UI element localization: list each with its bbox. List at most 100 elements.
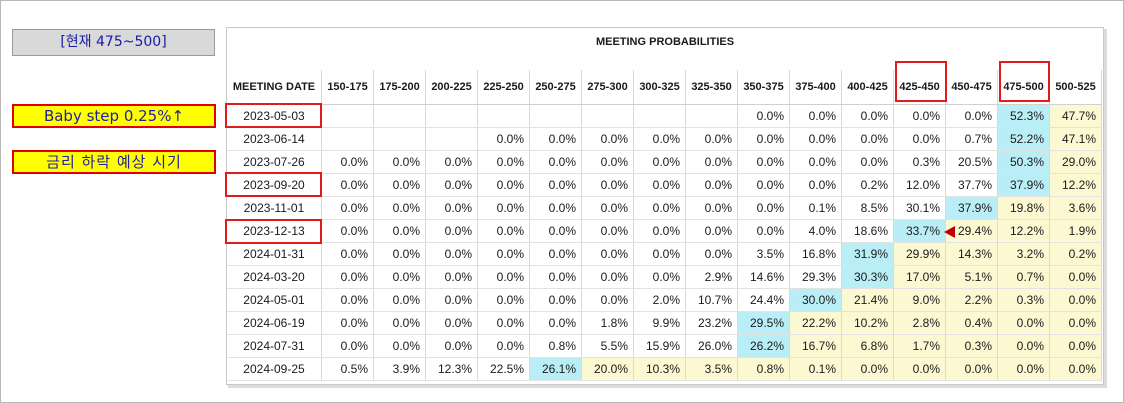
- probability-cell: 2.0%: [633, 288, 686, 312]
- probability-cell: 0.2%: [1049, 242, 1102, 266]
- meeting-date-cell: 2023-11-01: [227, 196, 322, 220]
- probability-cell: 0.0%: [581, 127, 634, 151]
- probability-cell: 0.7%: [997, 265, 1050, 289]
- probability-cell: [529, 104, 582, 128]
- probability-cell: 0.0%: [529, 311, 582, 335]
- probability-cell: 24.4%: [737, 288, 790, 312]
- column-header-300-325: 300-325: [633, 70, 686, 105]
- probability-cell: 2.9%: [685, 265, 738, 289]
- table-title: MEETING PROBABILITIES: [595, 36, 735, 48]
- meeting-date-cell: 2024-01-31: [227, 242, 322, 266]
- probability-cell: 0.0%: [633, 150, 686, 174]
- probability-cell: 0.0%: [373, 219, 426, 243]
- probability-cell: 33.7%: [893, 219, 946, 243]
- probability-cell: 0.0%: [477, 334, 530, 358]
- probability-cell: 50.3%: [997, 150, 1050, 174]
- table-row: 2024-09-25 0.5% 3.9% 12.3% 22.5% 26.1% 20.0% 10…: [227, 357, 1102, 381]
- column-header-350-375: 350-375: [737, 70, 790, 105]
- probability-cell: 20.5%: [945, 150, 998, 174]
- probability-cell: 17.0%: [893, 265, 946, 289]
- probability-cell: 0.0%: [425, 334, 478, 358]
- probability-cell: 0.0%: [997, 311, 1050, 335]
- probability-cell: 0.0%: [1049, 265, 1102, 289]
- probability-cell: [425, 127, 478, 151]
- probability-cell: 0.1%: [789, 196, 842, 220]
- probability-cell: 5.1%: [945, 265, 998, 289]
- probability-cell: 21.4%: [841, 288, 894, 312]
- probability-cell: 37.9%: [997, 173, 1050, 197]
- table-row: 2023-09-20 0.0% 0.0% 0.0% 0.0% 0.0% 0.0% 0.0% 0.…: [227, 173, 1102, 197]
- column-header-450-475: 450-475: [945, 70, 998, 105]
- probability-cell: 30.1%: [893, 196, 946, 220]
- probability-cell: 2.8%: [893, 311, 946, 335]
- meeting-date-cell: 2024-03-20: [227, 265, 322, 289]
- meeting-probabilities-table: MEETING DATE 150-175 175-200 200-225 225-25…: [227, 70, 1102, 381]
- table-row: 2023-11-01 0.0% 0.0% 0.0% 0.0% 0.0% 0.0% 0.0% 0.…: [227, 196, 1102, 220]
- probability-cell: 0.0%: [685, 173, 738, 197]
- probability-cell: 0.0%: [373, 334, 426, 358]
- probability-cell: [321, 104, 374, 128]
- meeting-date-cell: 2023-07-26: [227, 150, 322, 174]
- probability-cell: 0.0%: [425, 150, 478, 174]
- probability-cell: 0.4%: [945, 311, 998, 335]
- probability-cell: 0.0%: [477, 127, 530, 151]
- probability-cell: 0.0%: [425, 242, 478, 266]
- probability-cell: [477, 104, 530, 128]
- probability-cell: 12.2%: [1049, 173, 1102, 197]
- meeting-date-cell: 2023-12-13: [227, 219, 322, 243]
- probability-cell: [685, 104, 738, 128]
- probability-cell: 0.0%: [529, 242, 582, 266]
- column-header-250-275: 250-275: [529, 70, 582, 105]
- probability-cell: 0.0%: [529, 219, 582, 243]
- probability-cell: 0.2%: [841, 173, 894, 197]
- probability-cell: [373, 104, 426, 128]
- probability-cell: 0.0%: [893, 357, 946, 381]
- probability-cell: 9.9%: [633, 311, 686, 335]
- probability-cell: 0.0%: [425, 288, 478, 312]
- probability-cell: 0.0%: [685, 127, 738, 151]
- probability-cell: 0.0%: [425, 265, 478, 289]
- probability-cell: 0.0%: [425, 196, 478, 220]
- probability-cell: 8.5%: [841, 196, 894, 220]
- probability-cell: 0.0%: [685, 219, 738, 243]
- probability-cell: 20.0%: [581, 357, 634, 381]
- column-header-500-525: 500-525: [1049, 70, 1102, 105]
- probability-cell: 29.9%: [893, 242, 946, 266]
- probability-cell: 0.0%: [477, 150, 530, 174]
- meeting-date-cell: 2024-07-31: [227, 334, 322, 358]
- probability-cell: 0.0%: [477, 288, 530, 312]
- table-row: 2024-03-20 0.0% 0.0% 0.0% 0.0% 0.0% 0.0% 0.0% 2.…: [227, 265, 1102, 289]
- probability-cell: 2.2%: [945, 288, 998, 312]
- probability-cell: 0.0%: [633, 127, 686, 151]
- column-header-275-300: 275-300: [581, 70, 634, 105]
- table-row: 2024-01-31 0.0% 0.0% 0.0% 0.0% 0.0% 0.0% 0.0% 0.…: [227, 242, 1102, 266]
- column-header-325-350: 325-350: [685, 70, 738, 105]
- probability-cell: 0.0%: [1049, 357, 1102, 381]
- probability-cell: 0.0%: [373, 311, 426, 335]
- probability-cell: 22.2%: [789, 311, 842, 335]
- probability-cell: 0.0%: [581, 219, 634, 243]
- probability-cell: [373, 127, 426, 151]
- probability-cell: 37.9%: [945, 196, 998, 220]
- probability-cell: 0.0%: [581, 173, 634, 197]
- column-header-150-175: 150-175: [321, 70, 374, 105]
- probability-cell: 0.0%: [373, 242, 426, 266]
- probability-cell: 0.0%: [893, 127, 946, 151]
- column-header-meeting-date: MEETING DATE: [227, 70, 322, 105]
- probability-cell: 0.3%: [945, 334, 998, 358]
- probability-cell: 0.0%: [685, 242, 738, 266]
- table-body: 2023-05-03 0.0% 0.0% 0.0% 0.0% 0.0% 52.3% 47.7%…: [227, 104, 1102, 381]
- probability-cell: 0.0%: [997, 357, 1050, 381]
- probability-cell: 16.8%: [789, 242, 842, 266]
- probability-cell: 0.0%: [321, 150, 374, 174]
- probability-cell: 0.0%: [477, 219, 530, 243]
- probability-cell: 0.0%: [737, 127, 790, 151]
- probability-cell: 0.0%: [841, 357, 894, 381]
- probability-cell: 26.2%: [737, 334, 790, 358]
- column-header-375-400: 375-400: [789, 70, 842, 105]
- probability-cell: 0.0%: [581, 265, 634, 289]
- probability-cell: 0.0%: [893, 104, 946, 128]
- probability-cell: 0.0%: [581, 196, 634, 220]
- probability-cell: 19.8%: [997, 196, 1050, 220]
- probability-cell: 0.0%: [477, 173, 530, 197]
